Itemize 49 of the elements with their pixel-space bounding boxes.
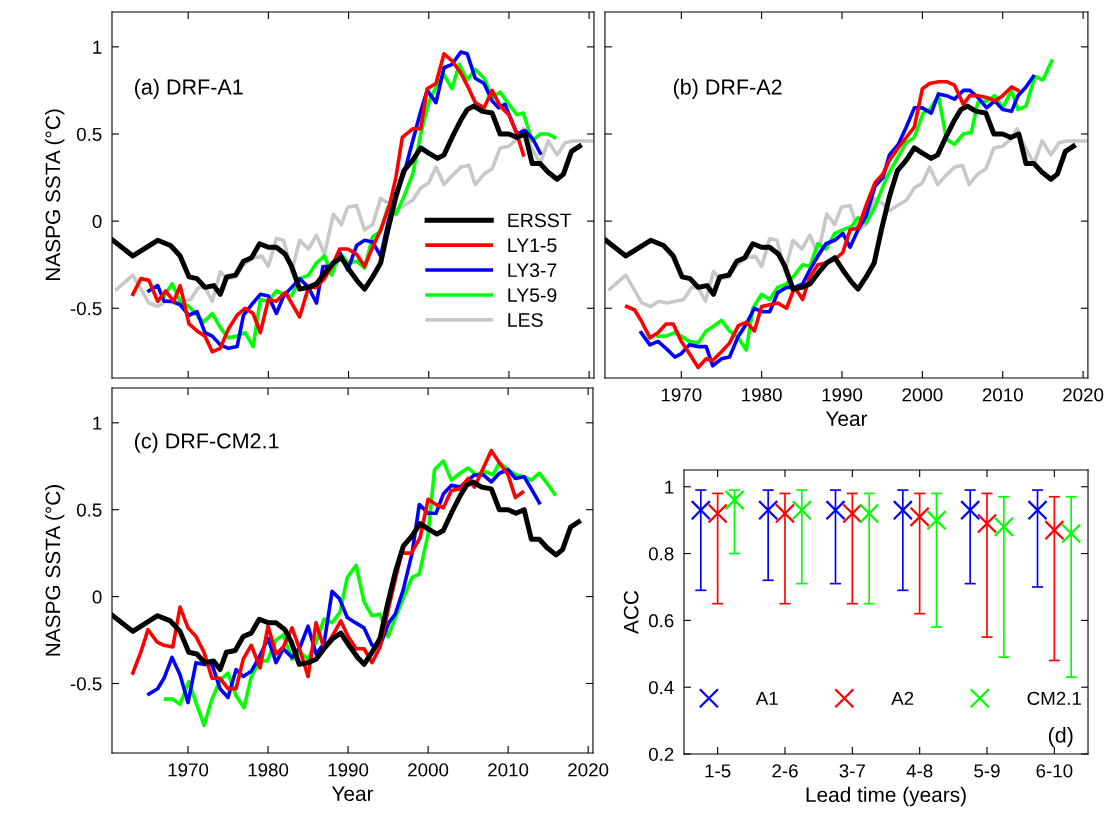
- x-tick-label: 4-8: [906, 764, 933, 778]
- y-axis-title: ACC: [623, 590, 639, 634]
- legend-label: A1: [755, 691, 778, 705]
- x-tick-label: 1990: [822, 388, 863, 402]
- y-tick-label: -0.5: [70, 677, 102, 691]
- y-tick-label: 0.8: [648, 547, 674, 561]
- legend-label: LY1-5: [508, 238, 557, 253]
- x-tick-label: 1990: [328, 763, 369, 777]
- y-tick-label: 0: [92, 214, 102, 229]
- x-tick-label: 2020: [568, 763, 609, 777]
- x-axis-title: Year: [825, 411, 868, 427]
- x-axis-title: Lead time (years): [806, 786, 966, 807]
- x-tick-label: 1970: [661, 388, 702, 402]
- legend-label: LES: [508, 313, 543, 327]
- annotation: (d): [1048, 726, 1073, 747]
- legend-label: LY3-7: [508, 263, 557, 278]
- y-tick-label: 0.6: [648, 614, 674, 628]
- legend-label: ERSST: [508, 213, 572, 228]
- y-tick-label: -0.5: [70, 301, 102, 316]
- legend-label: A2: [891, 691, 914, 705]
- x-tick-label: 2010: [982, 388, 1023, 402]
- y-tick-label: 0.2: [648, 747, 674, 761]
- y-tick-label: 1: [93, 40, 102, 54]
- y-tick-label: 0.5: [76, 127, 102, 141]
- x-tick-label: 2000: [408, 763, 449, 777]
- y-tick-label: 1: [93, 416, 102, 430]
- x-tick-label: 2-6: [772, 764, 798, 778]
- x-tick-label: 3-7: [839, 764, 865, 778]
- x-tick-label: 5-9: [974, 764, 1000, 778]
- x-tick-label: 1-5: [705, 764, 731, 778]
- x-tick-label: 1970: [168, 763, 209, 777]
- y-axis-title: NASPG SSTA (°C): [44, 109, 65, 281]
- x-tick-label: 2020: [1063, 388, 1104, 402]
- y-tick-label: 0.5: [76, 503, 102, 517]
- y-tick-label: 1: [665, 480, 674, 494]
- x-tick-label: 1980: [248, 763, 289, 777]
- x-tick-label: 2000: [902, 388, 943, 402]
- x-tick-label: 2010: [488, 763, 529, 777]
- annotation: (b) DRF-A2: [673, 78, 782, 99]
- x-axis-title: Year: [331, 786, 374, 802]
- x-tick-label: 1980: [742, 388, 782, 402]
- legend-label: CM2.1: [1027, 691, 1081, 706]
- y-tick-label: 0.4: [648, 680, 674, 695]
- legend-label: LY5-9: [508, 288, 557, 302]
- x-tick-label: 6-10: [1036, 764, 1073, 778]
- annotation: (c) DRF-CM2.1: [134, 432, 279, 453]
- y-axis-title: NASPG SSTA (°C): [44, 485, 65, 656]
- annotation: (a) DRF-A1: [135, 78, 243, 99]
- y-tick-label: 0: [92, 590, 102, 604]
